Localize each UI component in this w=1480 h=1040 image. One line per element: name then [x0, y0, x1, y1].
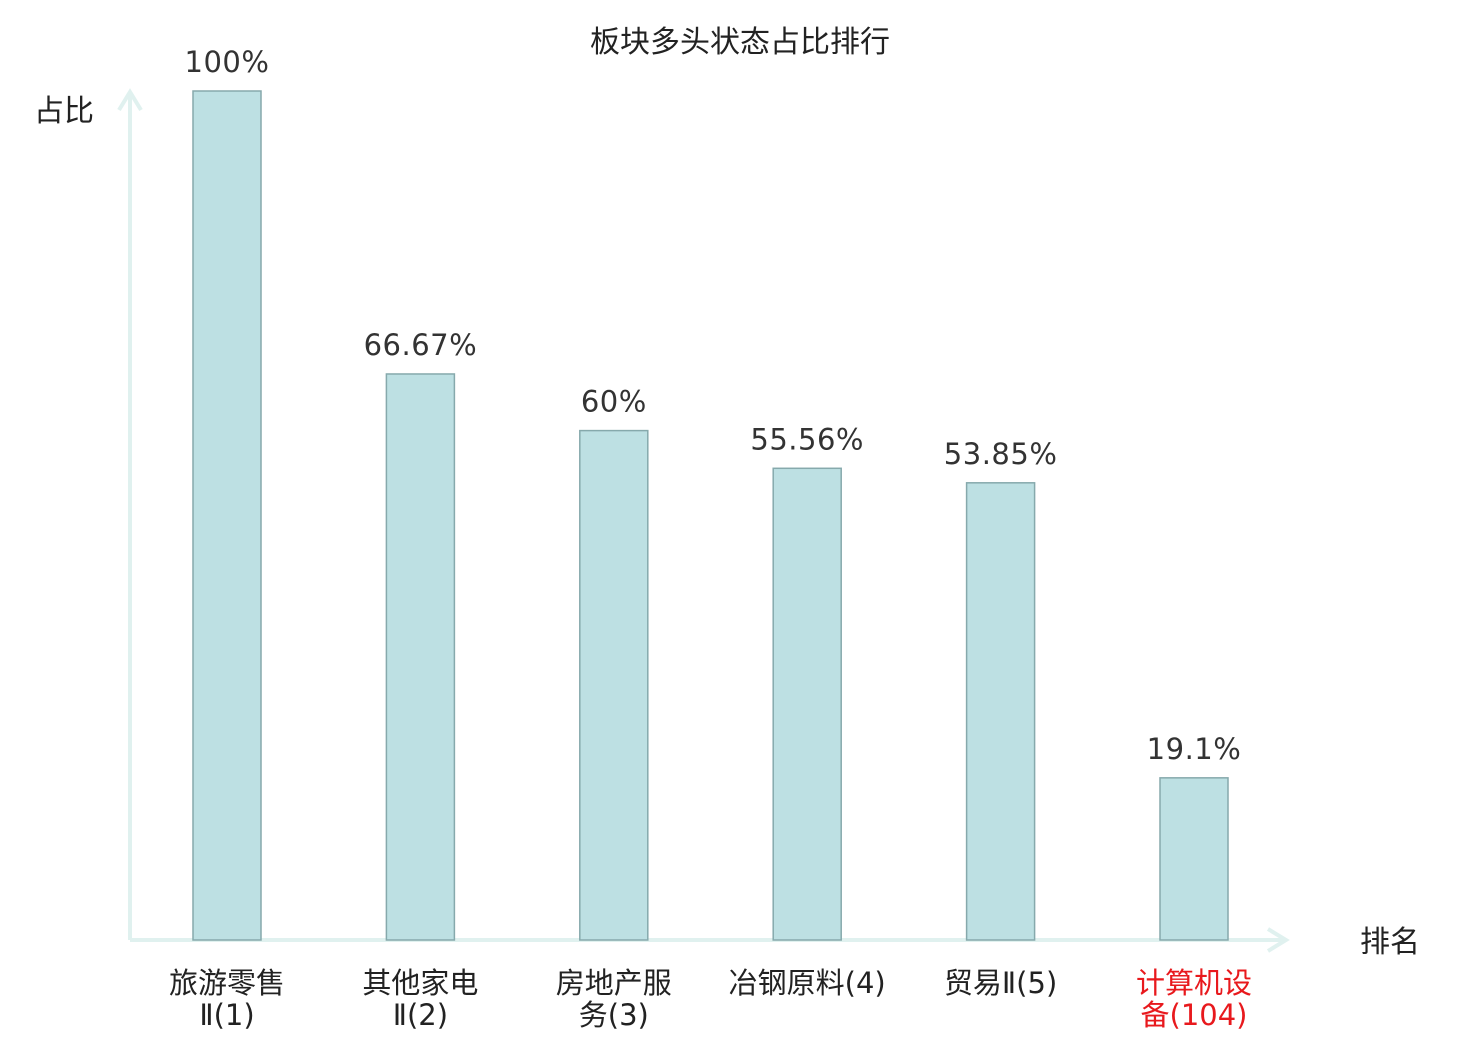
- value-label-5: 53.85%: [944, 437, 1058, 471]
- value-labels-group: 100% 66.67% 60% 55.56% 53.85% 19.1%: [185, 45, 1242, 766]
- category-label-2-line-1: 其他家电: [362, 966, 478, 1000]
- bars-group: [192, 90, 1229, 941]
- bar-2: [385, 373, 456, 941]
- category-label-4-line-1: 冶钢原料(4): [729, 966, 886, 1000]
- category-label-2-line-2: Ⅱ(2): [393, 998, 448, 1032]
- value-label-2: 66.67%: [364, 328, 478, 362]
- value-label-1: 100%: [185, 45, 270, 79]
- category-label-3-line-1: 房地产服: [556, 966, 672, 1000]
- chart-title: 板块多头状态占比排行: [590, 25, 890, 60]
- bar-3: [579, 429, 649, 941]
- y-axis-arrow-icon: [117, 88, 143, 112]
- value-label-4: 55.56%: [750, 422, 864, 456]
- category-label-3-line-2: 务(3): [579, 998, 649, 1032]
- category-label-1-line-1: 旅游零售: [169, 966, 285, 1000]
- bar-6: [1159, 777, 1229, 941]
- category-label-6-line-1: 计算机设: [1136, 966, 1252, 1000]
- category-label-6-line-2: 备(104): [1141, 998, 1248, 1032]
- value-label-6: 19.1%: [1147, 732, 1242, 766]
- x-axis-arrow-icon: [1266, 927, 1290, 953]
- y-axis-label: 占比: [34, 94, 94, 129]
- category-label-5-line-1: 贸易Ⅱ(5): [944, 966, 1057, 1000]
- bar-5: [965, 482, 1036, 941]
- bar-4: [772, 467, 842, 941]
- x-axis-label: 排名: [1360, 925, 1420, 960]
- category-label-1-line-2: Ⅱ(1): [199, 998, 254, 1032]
- y-axis: [117, 88, 143, 940]
- x-axis: [130, 927, 1290, 953]
- bar-1: [192, 90, 262, 941]
- value-label-3: 60%: [581, 385, 647, 419]
